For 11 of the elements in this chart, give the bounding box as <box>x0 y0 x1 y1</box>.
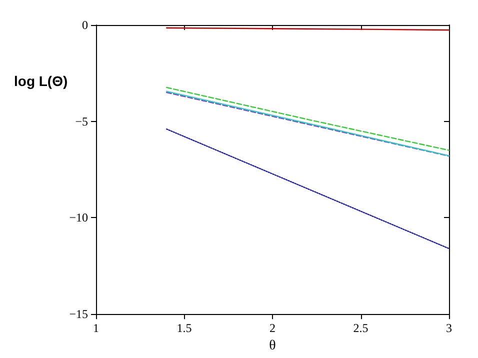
y-tick-label: −5 <box>75 114 88 128</box>
x-tick-label: 2.5 <box>353 321 368 336</box>
x-tick-label: 3 <box>446 321 452 336</box>
y-tick-label: −10 <box>69 210 88 225</box>
x-tick-label: 1.5 <box>176 321 192 336</box>
y-tick-label: −15 <box>69 307 88 322</box>
x-tick-label: 1 <box>93 321 99 336</box>
y-tick-label: 0 <box>82 18 88 32</box>
y-axis-title: log L(Θ) <box>14 73 68 89</box>
x-axis-title: θ <box>269 338 276 354</box>
x-tick-label: 2 <box>270 321 276 336</box>
